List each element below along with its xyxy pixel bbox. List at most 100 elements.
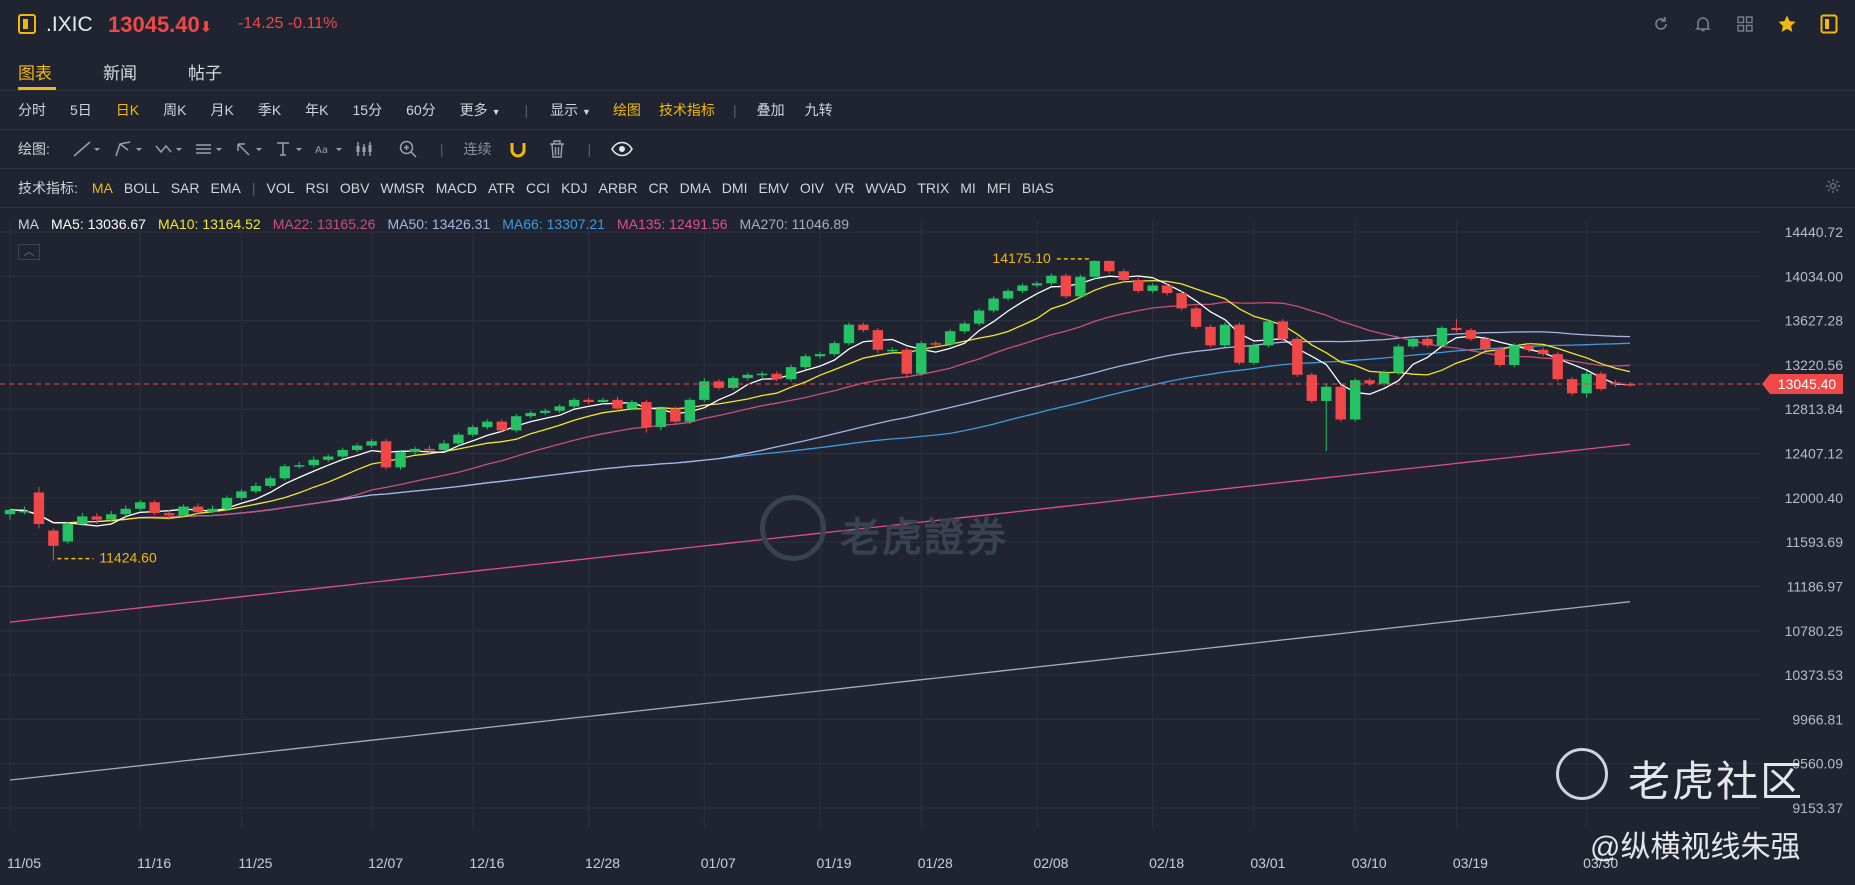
candle-body: [77, 516, 88, 525]
indicator-vr[interactable]: VR: [834, 180, 855, 196]
fib-tool-icon[interactable]: [194, 140, 224, 158]
indicator-ma[interactable]: MA: [91, 180, 113, 196]
indicator-atr[interactable]: ATR: [487, 180, 515, 196]
indicator-obv[interactable]: OBV: [339, 180, 370, 196]
candle-body: [785, 367, 797, 380]
refresh-icon[interactable]: [1651, 14, 1671, 34]
indicator-vol[interactable]: VOL: [266, 180, 295, 196]
candle-body: [901, 349, 912, 374]
indicator-cr[interactable]: CR: [648, 180, 669, 196]
tiger-community-logo: [1556, 748, 1608, 800]
ma10-line: [9, 279, 1631, 524]
collapse-legend-icon[interactable]: ︿: [18, 244, 40, 260]
wave-tool-icon[interactable]: [154, 140, 184, 158]
candle-body: [409, 448, 421, 453]
indicator-mi[interactable]: MI: [960, 180, 976, 196]
separator: |: [251, 180, 256, 196]
indicator-toggle[interactable]: 技术指标: [658, 102, 715, 118]
period-weekly[interactable]: 周K: [163, 102, 187, 118]
indicator-rsi[interactable]: RSI: [305, 180, 329, 196]
caret-down-icon: ▼: [491, 107, 501, 117]
indicator-ema[interactable]: EMA: [210, 180, 241, 196]
grid-icon[interactable]: [1735, 14, 1755, 34]
candle-body: [236, 491, 247, 498]
indicator-wmsr[interactable]: WMSR: [380, 180, 425, 196]
font-size-icon[interactable]: Aa: [314, 140, 344, 158]
candle-body: [1306, 374, 1317, 401]
candle-body: [380, 441, 392, 468]
separator: |: [439, 141, 444, 157]
x-tick-label: 11/05: [7, 855, 41, 871]
candle-body: [1190, 308, 1202, 327]
indicator-macd[interactable]: MACD: [435, 180, 477, 196]
candle-body: [756, 373, 768, 376]
watchlist-icon[interactable]: [18, 14, 36, 34]
gear-icon[interactable]: [1825, 178, 1841, 199]
candle-body: [713, 381, 724, 388]
nine-turn-button[interactable]: 九转: [804, 102, 833, 118]
candle-body: [1277, 321, 1289, 339]
x-tick-label: 03/01: [1250, 855, 1285, 871]
eye-icon[interactable]: [611, 141, 634, 157]
candle-body: [1378, 372, 1390, 384]
indicator-dmi[interactable]: DMI: [721, 180, 748, 196]
period-quarterly[interactable]: 季K: [257, 102, 282, 118]
tab-posts[interactable]: 帖子: [188, 64, 222, 83]
arrow-tool-icon[interactable]: [234, 140, 264, 158]
ma-legend-item: MA22: 13165.26: [272, 216, 376, 232]
indicator-bias[interactable]: BIAS: [1021, 180, 1054, 196]
period-5d[interactable]: 5日: [70, 102, 92, 118]
period-60min[interactable]: 60分: [406, 102, 436, 118]
candle-body: [308, 459, 319, 466]
candle-body: [1321, 386, 1332, 401]
candle-body: [395, 452, 406, 468]
tab-chart[interactable]: 图表: [18, 64, 52, 83]
magnet-icon[interactable]: [508, 139, 528, 159]
period-yearly[interactable]: 年K: [305, 102, 329, 118]
indicator-mfi[interactable]: MFI: [986, 180, 1011, 196]
period-daily[interactable]: 日K: [115, 102, 140, 118]
display-menu[interactable]: 显示 ▼: [550, 102, 591, 118]
candle-body: [221, 497, 233, 509]
period-monthly[interactable]: 月K: [210, 102, 234, 118]
candle-body: [916, 343, 927, 374]
line-tool-icon[interactable]: [72, 140, 102, 158]
trash-icon[interactable]: [548, 139, 566, 159]
candle-body: [1060, 275, 1072, 297]
polyline-tool-icon[interactable]: [114, 140, 144, 158]
price-chart[interactable]: 14440.72 14034.00 13627.28 13220.56 12813.84…: [0, 208, 1855, 885]
broker-watermark-text: 老虎證券: [840, 516, 1008, 560]
indicator-kdj[interactable]: KDJ: [561, 180, 588, 196]
period-intraday[interactable]: 分时: [18, 102, 46, 118]
star-icon[interactable]: [1777, 14, 1797, 34]
tab-news[interactable]: 新闻: [103, 64, 137, 83]
candle-body: [1465, 330, 1477, 339]
candle-body: [178, 506, 189, 516]
zoom-icon[interactable]: [398, 139, 418, 159]
bell-icon[interactable]: [1693, 14, 1713, 34]
indicator-sar[interactable]: SAR: [170, 180, 200, 196]
continuous-draw-toggle[interactable]: 连续: [463, 141, 492, 157]
indicator-cci[interactable]: CCI: [525, 180, 551, 196]
text-tool-icon[interactable]: [274, 140, 304, 158]
panel-icon[interactable]: [1819, 14, 1839, 34]
candle-body: [1494, 348, 1506, 365]
drawing-toggle[interactable]: 绘图: [612, 102, 641, 118]
candle-style-icon[interactable]: [354, 140, 376, 158]
candle-body: [149, 502, 160, 514]
indicator-emv[interactable]: EMV: [758, 180, 789, 196]
overlay-button[interactable]: 叠加: [756, 102, 785, 118]
candle-body: [19, 510, 30, 513]
indicator-wvad[interactable]: WVAD: [865, 180, 907, 196]
period-15min[interactable]: 15分: [352, 102, 383, 118]
ma-legend-item: MA135: 12491.56: [616, 216, 728, 232]
period-more[interactable]: 更多 ▼: [459, 102, 501, 118]
indicator-dma[interactable]: DMA: [679, 180, 711, 196]
indicator-oiv[interactable]: OIV: [799, 180, 824, 196]
ma22-line: [9, 301, 1631, 524]
candle-body: [1581, 373, 1592, 394]
indicator-arbr[interactable]: ARBR: [598, 180, 638, 196]
indicator-trix[interactable]: TRIX: [917, 180, 950, 196]
current-price-label: 13045.40: [1778, 376, 1837, 392]
indicator-boll[interactable]: BOLL: [123, 180, 160, 196]
